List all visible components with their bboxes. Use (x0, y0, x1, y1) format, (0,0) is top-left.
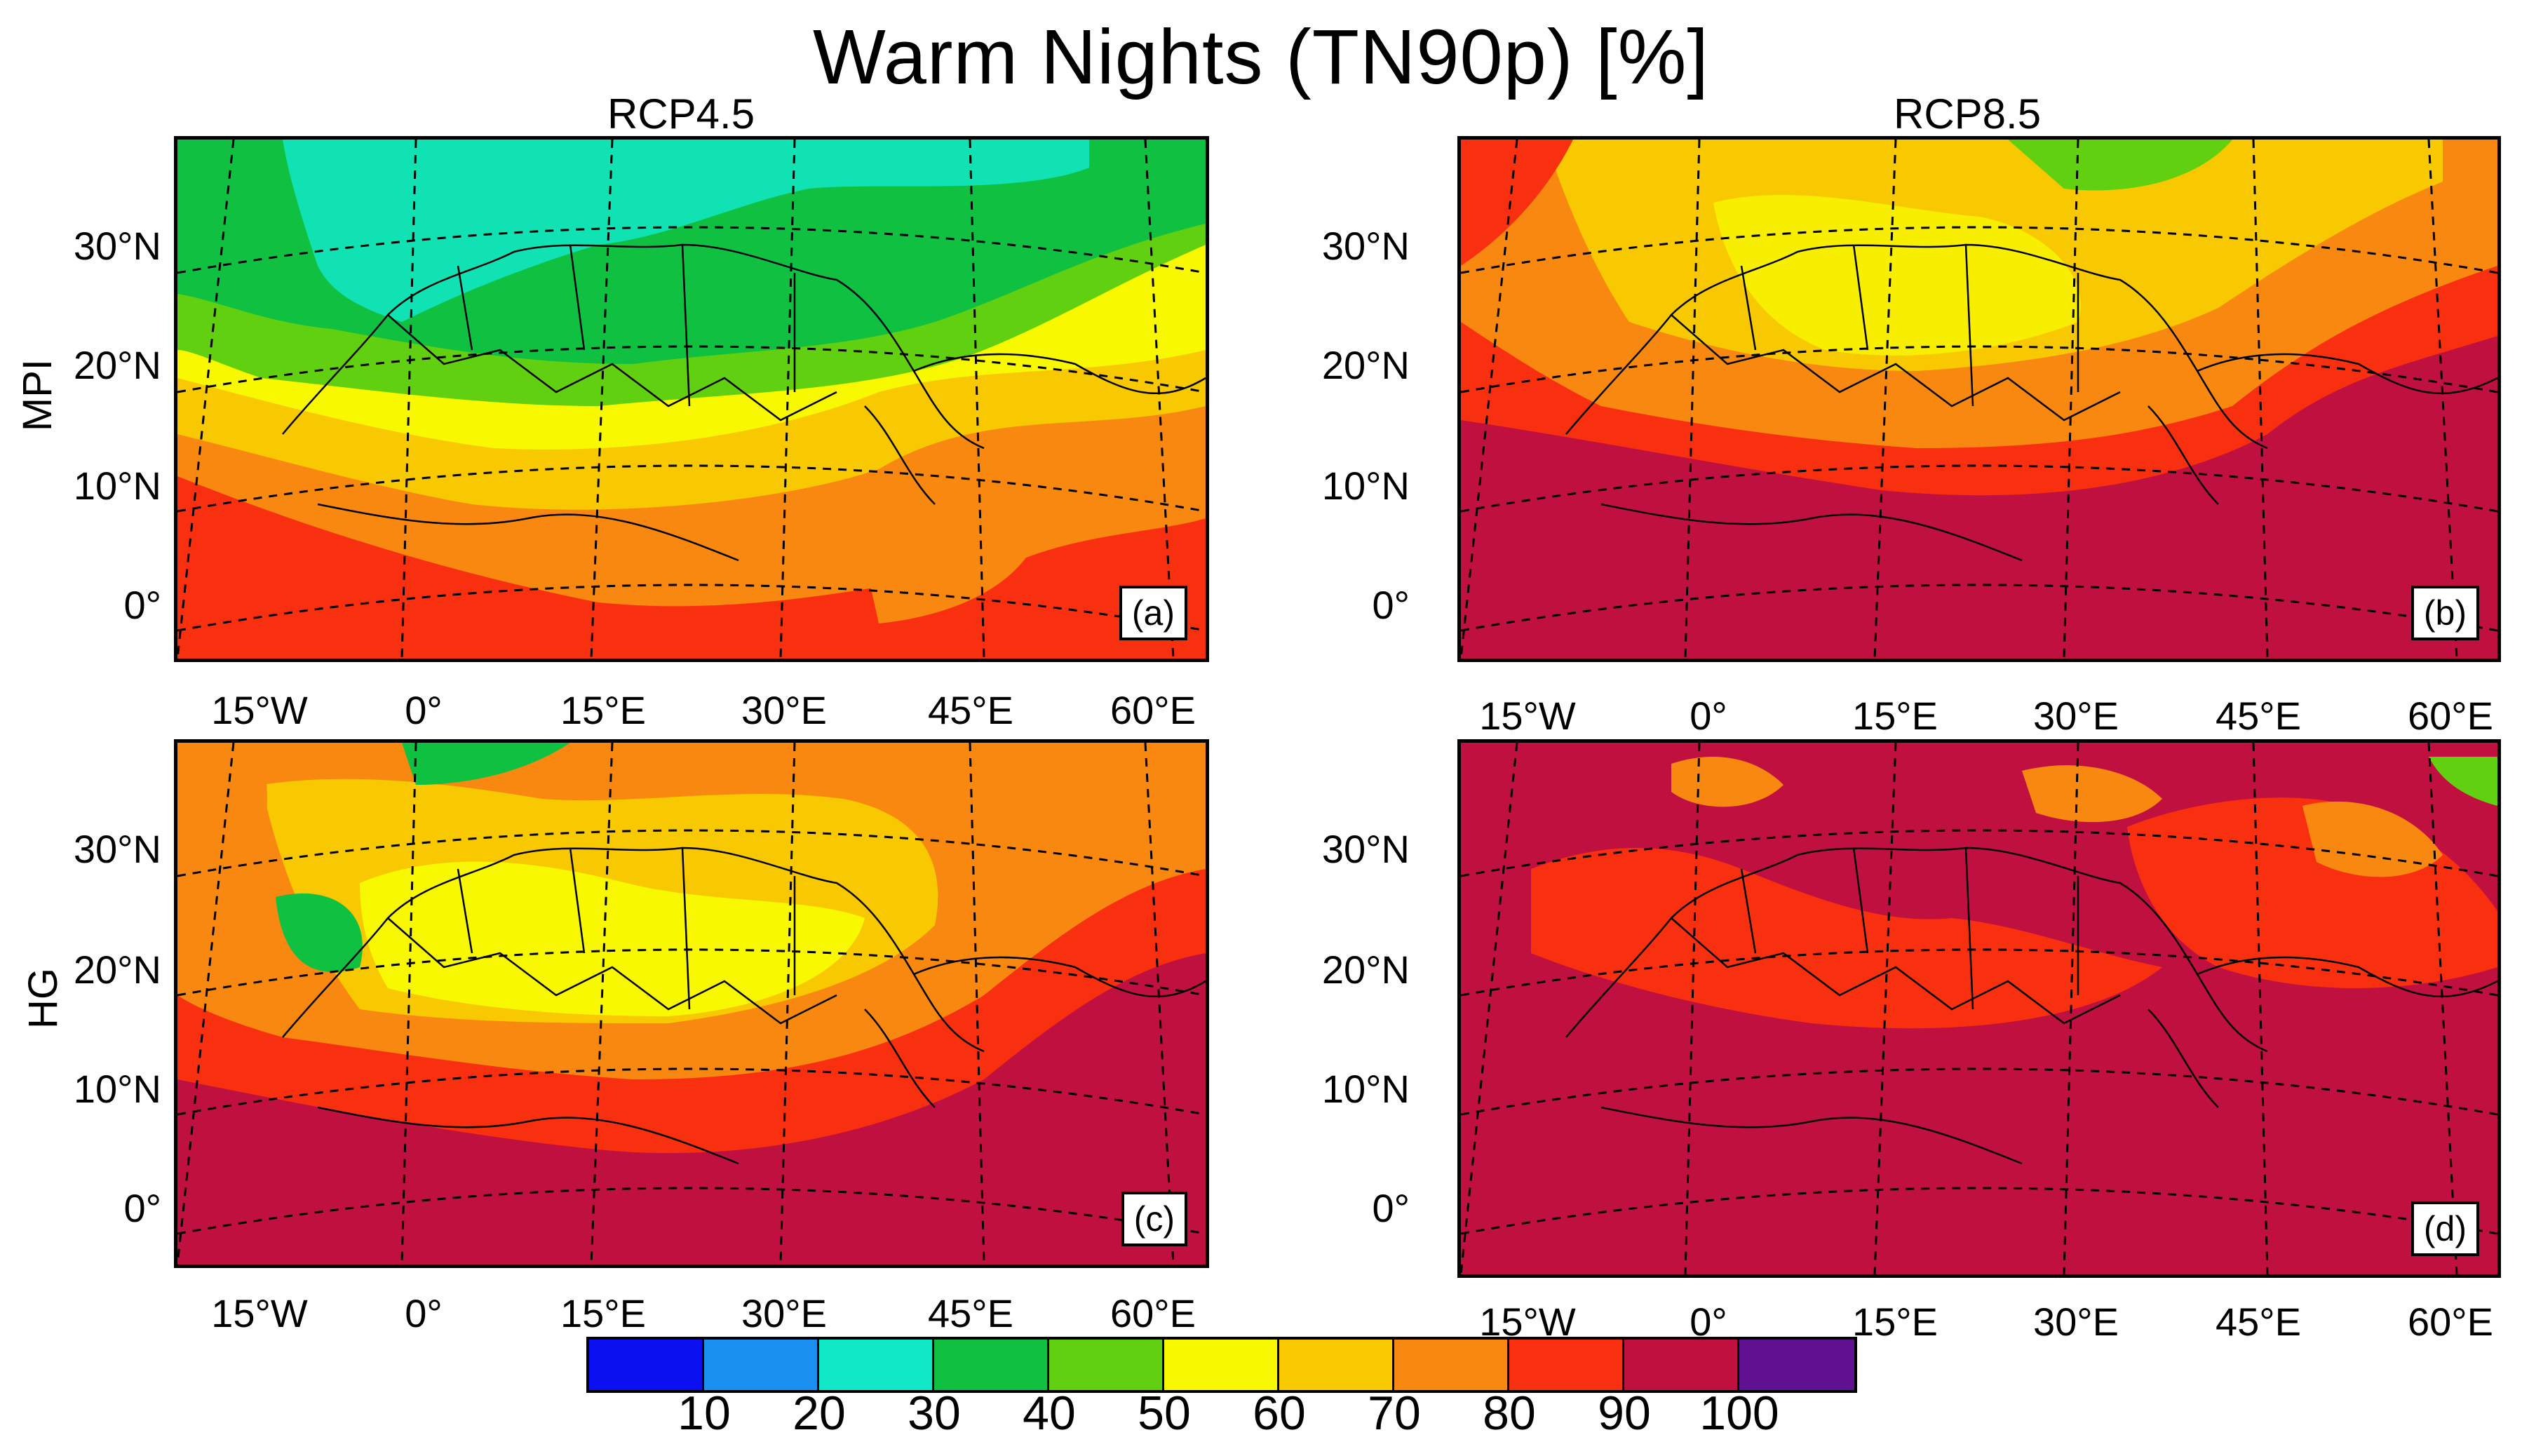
lon-label-d-15w: 15°W (1479, 1300, 1576, 1344)
lon-label-a-0: 0° (405, 688, 443, 732)
colorbar-box-6 (1279, 1340, 1394, 1390)
panel-tag-b: (b) (2410, 586, 2479, 640)
colorbar-tick-10: 10 (677, 1387, 731, 1440)
lon-label-c-60e: 60°E (1110, 1291, 1196, 1335)
lon-label-a-30e: 30°E (741, 688, 828, 732)
lat-label-a-10n: 10°N (73, 464, 161, 508)
lon-label-d-15e: 15°E (1852, 1300, 1938, 1344)
colorbar-box-1 (704, 1340, 819, 1390)
colorbar-box-2 (819, 1340, 934, 1390)
lon-label-c-30e: 30°E (741, 1291, 828, 1335)
colorbar-tick-80: 80 (1483, 1387, 1536, 1440)
lon-label-c-15e: 15°E (560, 1291, 647, 1335)
lat-label-a-20n: 20°N (73, 343, 161, 387)
lon-label-a-45e: 45°E (927, 688, 1014, 732)
lon-label-c-45e: 45°E (927, 1291, 1014, 1335)
lon-label-d-45e: 45°E (2215, 1300, 2302, 1344)
map-field-b (1461, 140, 2497, 659)
lon-label-b-60e: 60°E (2407, 694, 2494, 738)
lat-label-a-30n: 30°N (73, 224, 161, 268)
colorbar-box-8 (1509, 1340, 1624, 1390)
colorbar-tick-70: 70 (1368, 1387, 1421, 1440)
colorbar-tick-100: 100 (1699, 1387, 1779, 1440)
map-field-a (177, 140, 1206, 659)
colorbar-box-0 (589, 1340, 704, 1390)
lon-label-c-0: 0° (405, 1291, 443, 1335)
lat-label-b-30n: 30°N (1321, 224, 1410, 268)
lon-label-d-0: 0° (1690, 1300, 1727, 1344)
colorbar-tick-40: 40 (1023, 1387, 1076, 1440)
colorbar-tick-50: 50 (1138, 1387, 1191, 1440)
panel-tag-a: (a) (1119, 586, 1187, 640)
lon-label-b-15e: 15°E (1852, 694, 1938, 738)
map-field-d (1461, 743, 2497, 1274)
map-panel-c: (c) (174, 739, 1209, 1268)
colorbar-box-3 (934, 1340, 1049, 1390)
lat-label-b-20n: 20°N (1321, 343, 1410, 387)
lat-label-c-20n: 20°N (73, 948, 161, 992)
colorbar-box-7 (1394, 1340, 1509, 1390)
colorbar-tick-20: 20 (793, 1387, 846, 1440)
panel-tag-c: (c) (1121, 1192, 1187, 1246)
column-title-rcp85: RCP8.5 (1894, 90, 2042, 137)
lat-label-d-0: 0° (1372, 1186, 1410, 1230)
map-field-c (177, 743, 1206, 1265)
lon-label-b-0: 0° (1690, 694, 1727, 738)
colorbar-tick-90: 90 (1598, 1387, 1651, 1440)
map-panel-b: (b) (1457, 136, 2501, 662)
column-title-rcp45: RCP4.5 (607, 90, 755, 137)
lon-label-c-15w: 15°W (211, 1291, 308, 1335)
lon-label-a-60e: 60°E (1110, 688, 1196, 732)
lat-label-d-10n: 10°N (1321, 1067, 1410, 1111)
map-panel-a: (a) (174, 136, 1209, 662)
colorbar-box-9 (1624, 1340, 1739, 1390)
figure-title: Warm Nights (TN90p) [%] (812, 14, 1709, 100)
lat-label-c-0: 0° (123, 1186, 161, 1230)
lon-label-d-30e: 30°E (2032, 1300, 2119, 1344)
lon-label-b-30e: 30°E (2032, 694, 2119, 738)
lat-label-c-30n: 30°N (73, 827, 161, 871)
lat-label-b-0: 0° (1372, 583, 1410, 627)
lat-label-b-10n: 10°N (1321, 464, 1410, 508)
colorbar-box-5 (1164, 1340, 1279, 1390)
colorbar-box-10 (1739, 1340, 1854, 1390)
colorbar-tick-30: 30 (908, 1387, 961, 1440)
lat-label-d-20n: 20°N (1321, 948, 1410, 992)
lat-label-a-0: 0° (123, 583, 161, 627)
map-panel-d: (d) (1457, 739, 2501, 1278)
lat-label-c-10n: 10°N (73, 1067, 161, 1111)
panel-tag-d: (d) (2410, 1201, 2479, 1256)
lon-label-a-15w: 15°W (211, 688, 308, 732)
colorbar-box-4 (1049, 1340, 1164, 1390)
lon-label-a-15e: 15°E (560, 688, 647, 732)
lon-label-b-45e: 45°E (2215, 694, 2302, 738)
lat-label-d-30n: 30°N (1321, 827, 1410, 871)
lon-label-d-60e: 60°E (2407, 1300, 2494, 1344)
colorbar (586, 1337, 1857, 1393)
colorbar-tick-60: 60 (1253, 1387, 1306, 1440)
lon-label-b-15w: 15°W (1479, 694, 1576, 738)
